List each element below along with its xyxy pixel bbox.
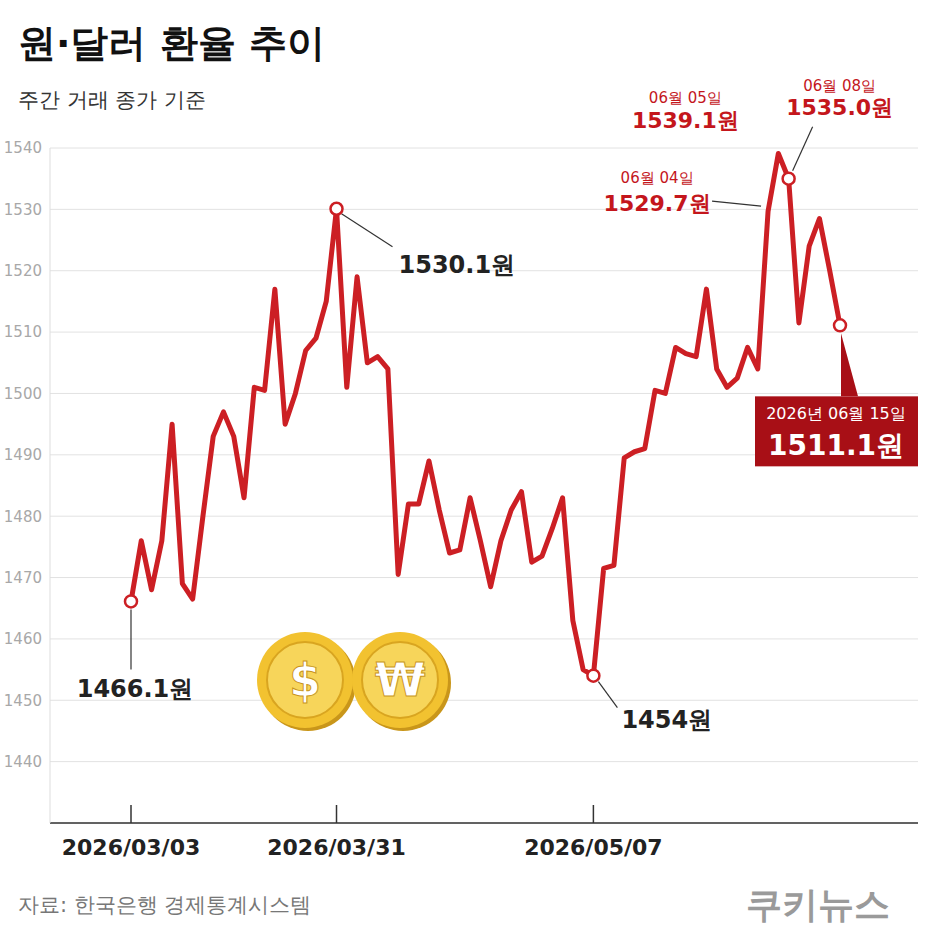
svg-text:1440: 1440	[4, 753, 42, 771]
svg-text:2026/05/07: 2026/05/07	[524, 835, 663, 860]
svg-text:1535.0원: 1535.0원	[786, 95, 893, 120]
svg-text:1539.1원: 1539.1원	[632, 108, 739, 133]
svg-text:1470: 1470	[4, 569, 42, 587]
svg-text:2026년 06월 15일: 2026년 06월 15일	[766, 404, 906, 423]
html-text:원·달러 환율 추이: 원·달러 환율 추이	[18, 21, 325, 65]
svg-text:1490: 1490	[4, 446, 42, 464]
svg-text:1540: 1540	[4, 139, 42, 157]
svg-text:1466.1원: 1466.1원	[77, 675, 194, 703]
svg-text:1510: 1510	[4, 323, 42, 341]
svg-text:2026/03/31: 2026/03/31	[267, 835, 406, 860]
svg-text:06월 04일: 06월 04일	[621, 169, 694, 187]
svg-text:06월 08일: 06월 08일	[803, 77, 876, 95]
html-text:주간 거래 종가 기준: 주간 거래 종가 기준	[18, 88, 206, 112]
svg-text:1511.1원: 1511.1원	[768, 429, 904, 462]
svg-text:1520: 1520	[4, 262, 42, 280]
svg-text:$: $	[289, 653, 321, 707]
svg-text:06월 05일: 06월 05일	[649, 89, 722, 107]
svg-text:1530: 1530	[4, 201, 42, 219]
svg-text:1530.1원: 1530.1원	[399, 251, 516, 279]
svg-text:2026/03/03: 2026/03/03	[62, 835, 201, 860]
svg-text:1460: 1460	[4, 630, 42, 648]
svg-text:1454원: 1454원	[621, 706, 712, 734]
svg-text:1500: 1500	[4, 385, 42, 403]
html-text:자료: 한국은행 경제통계시스템: 자료: 한국은행 경제통계시스템	[18, 893, 312, 917]
svg-text:1529.7원: 1529.7원	[604, 191, 711, 216]
svg-text:1450: 1450	[4, 692, 42, 710]
svg-text:₩: ₩	[375, 653, 426, 707]
html-text:쿠키뉴스: 쿠키뉴스	[746, 884, 890, 925]
svg-text:1480: 1480	[4, 508, 42, 526]
